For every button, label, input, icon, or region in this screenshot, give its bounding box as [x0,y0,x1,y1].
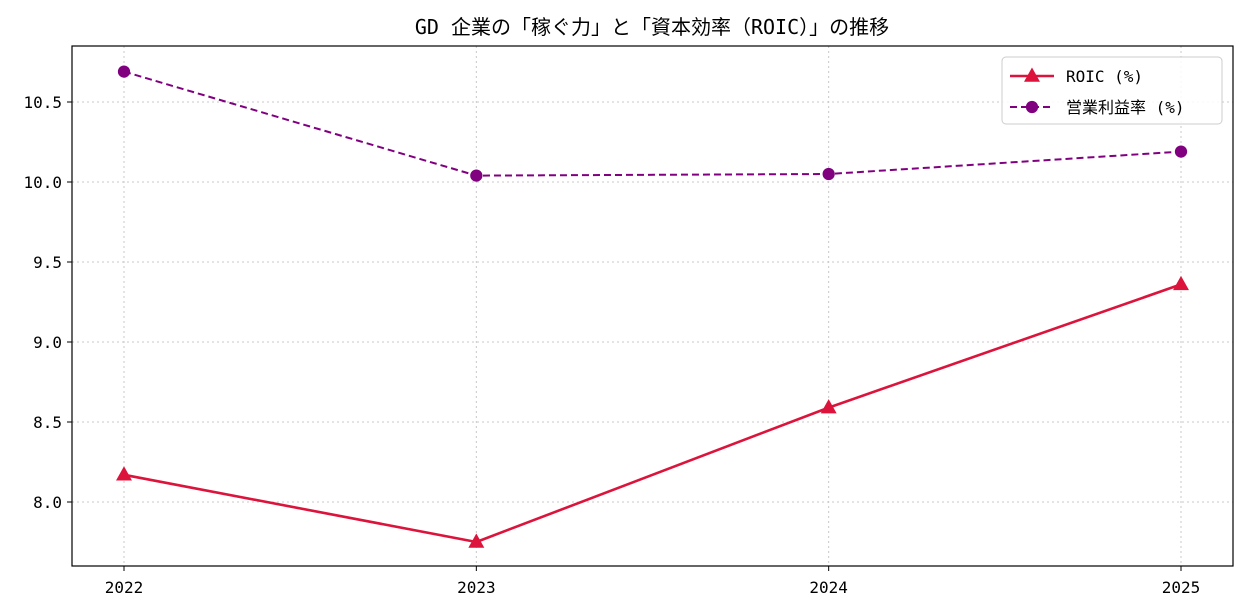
data-point [116,466,132,481]
legend-marker [1024,67,1040,82]
data-point [1174,145,1188,158]
data-point [822,167,835,181]
legend: ROIC (%) 営業利益率 (%) [1001,56,1223,125]
y-tick-label: 9.0 [33,333,62,352]
y-tick-label: 8.0 [33,493,62,512]
legend-label: 営業利益率 (%) [1066,98,1185,117]
x-tick-label: 2024 [809,578,848,597]
y-tick-label: 8.5 [33,413,62,432]
legend-marker [1025,100,1039,114]
y-tick-label: 10.5 [23,93,62,112]
series-line [123,283,1182,544]
legend-label: ROIC (%) [1066,67,1143,86]
data-point [117,65,131,78]
legend-box [1001,56,1223,125]
x-tick-label: 2023 [457,578,496,597]
x-tick-label: 2025 [1162,578,1201,597]
data-point [820,399,837,414]
series-layer [116,65,1189,548]
y-tick-label: 9.5 [33,253,62,272]
series-line [123,70,1182,177]
grid [72,46,1233,566]
data-point [1173,275,1189,291]
data-point [470,169,483,182]
plot-frame [71,45,1234,567]
data-point [468,533,485,548]
x-tick-label: 2022 [105,578,144,597]
y-tick-label: 10.0 [23,173,62,192]
axis-ticks: 2022 2023 2024 2025 8.0 8.5 9.0 9.5 10.0 10.5 [23,93,1200,597]
chart-title: GD 企業の「稼ぐ力」と「資本効率（ROIC）」の推移 [415,15,889,39]
